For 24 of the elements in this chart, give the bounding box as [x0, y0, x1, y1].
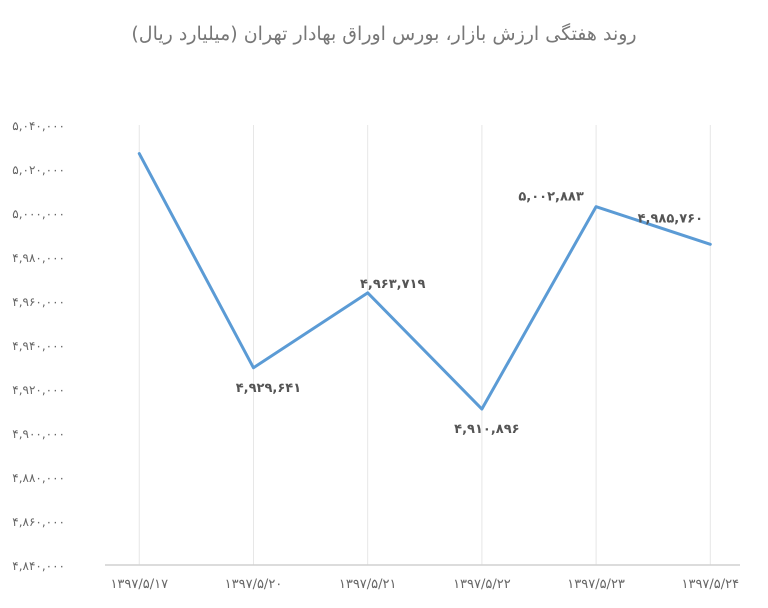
data-label: ۴,۹۶۳,۷۱۹ [360, 276, 426, 292]
y-tick-label: ۵,۰۰۰,۰۰۰ [12, 207, 65, 221]
x-tick-label: ۱۳۹۷/۵/۲۰ [224, 577, 282, 592]
y-tick-label: ۴,۸۴۰,۰۰۰ [12, 559, 65, 573]
y-tick-label: ۵,۰۲۰,۰۰۰ [12, 163, 65, 177]
y-tick-label: ۵,۰۴۰,۰۰۰ [12, 119, 65, 133]
data-label: ۴,۹۲۹,۶۴۱ [236, 380, 302, 396]
x-tick-label: ۱۳۹۷/۵/۲۲ [453, 577, 511, 592]
y-tick-label: ۴,۹۲۰,۰۰۰ [12, 383, 65, 397]
y-tick-label: ۴,۹۶۰,۰۰۰ [12, 295, 65, 309]
y-tick-label: ۴,۹۰۰,۰۰۰ [12, 427, 65, 441]
y-tick-label: ۴,۹۸۰,۰۰۰ [12, 251, 65, 265]
y-tick-label: ۴,۹۴۰,۰۰۰ [12, 339, 65, 353]
x-tick-label: ۱۳۹۷/۵/۲۳ [567, 577, 625, 592]
line-series [138, 152, 712, 411]
data-label: ۵,۰۰۲,۸۸۳ [518, 190, 584, 205]
y-tick-label: ۴,۸۸۰,۰۰۰ [12, 471, 65, 485]
data-label: ۴,۹۱۰,۸۹۶ [454, 422, 520, 438]
y-tick-label: ۴,۸۶۰,۰۰۰ [12, 515, 65, 529]
x-tick-label: ۱۳۹۷/۵/۲۴ [681, 577, 740, 592]
x-tick-label: ۱۳۹۷/۵/۲۱ [338, 577, 396, 592]
data-label: ۴,۹۸۵,۷۶۰ [638, 211, 704, 226]
chart-title: روند هفتگی ارزش بازار، بورس اوراق بهادار تهران (میلیارد ریال) [131, 22, 637, 45]
x-tick-label: ۱۳۹۷/۵/۱۷ [110, 577, 168, 592]
